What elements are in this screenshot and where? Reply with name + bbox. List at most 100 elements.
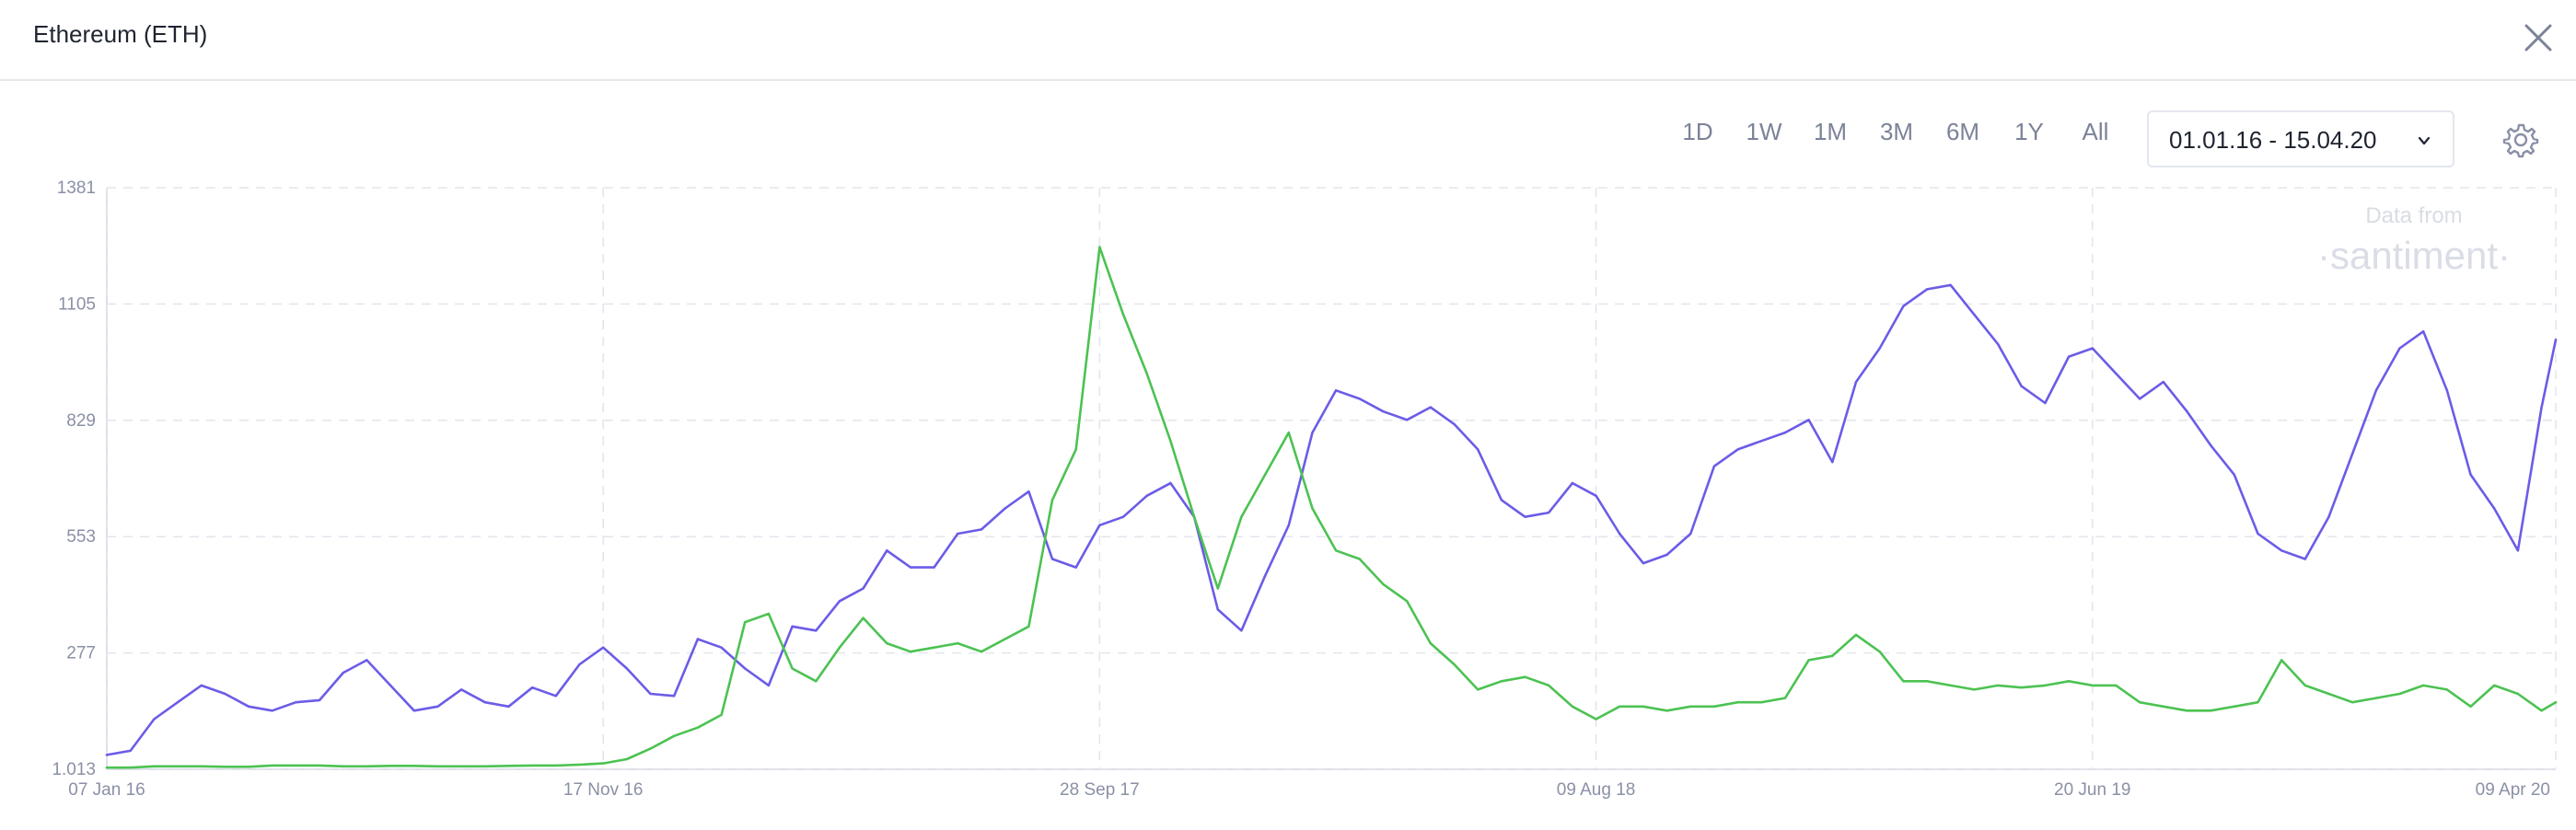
page-title: Ethereum (ETH) xyxy=(33,20,208,48)
data-point xyxy=(2233,705,2235,708)
data-point xyxy=(318,764,321,767)
data-point xyxy=(2067,680,2071,683)
data-point xyxy=(1524,675,1526,678)
data-point xyxy=(318,698,321,702)
range-button-3m[interactable]: 3M xyxy=(1879,118,1914,145)
close-icon[interactable] xyxy=(2523,22,2554,53)
data-point xyxy=(1949,684,1952,687)
data-point xyxy=(1949,283,1952,286)
range-button-all[interactable]: All xyxy=(2082,118,2109,145)
data-point xyxy=(1121,515,1125,518)
range-button-1d[interactable]: 1D xyxy=(1682,118,1713,145)
modal-header: Ethereum (ETH) xyxy=(0,0,2576,81)
range-button-1w[interactable]: 1W xyxy=(1746,118,1782,145)
data-point xyxy=(1263,574,1267,577)
data-point xyxy=(1287,431,1291,434)
data-point xyxy=(2469,473,2472,477)
chart-series xyxy=(105,246,2558,769)
data-point xyxy=(933,646,935,649)
data-point xyxy=(2493,684,2496,687)
data-point xyxy=(744,621,747,624)
data-point xyxy=(1074,448,1077,451)
data-point xyxy=(342,765,344,767)
data-point xyxy=(1169,440,1172,443)
data-point xyxy=(838,646,841,649)
data-point xyxy=(1595,718,1597,720)
data-point xyxy=(1334,389,1338,392)
data-point xyxy=(578,763,581,767)
data-point xyxy=(1996,684,2000,687)
data-point xyxy=(1004,638,1006,640)
data-point xyxy=(2044,684,2047,687)
data-point xyxy=(815,629,818,632)
data-point xyxy=(342,671,344,674)
data-point xyxy=(2516,549,2520,552)
data-point xyxy=(224,766,226,768)
gear-icon[interactable] xyxy=(2502,121,2539,158)
data-point xyxy=(1783,431,1787,434)
data-point xyxy=(1311,431,1314,434)
x-axis-labels: 07 Jan 16 17 Nov 16 28 Sep 17 09 Aug 18 20 J… xyxy=(68,780,2550,800)
data-point xyxy=(389,765,392,767)
data-point xyxy=(980,528,983,531)
data-point xyxy=(1571,481,1574,485)
data-point xyxy=(483,701,486,704)
data-point xyxy=(2303,558,2306,560)
data-point xyxy=(815,680,818,683)
data-point xyxy=(1548,511,1550,514)
data-point xyxy=(1973,688,1976,691)
data-point xyxy=(1524,515,1526,518)
data-point xyxy=(1878,651,1881,653)
data-point xyxy=(1807,659,1810,662)
data-point xyxy=(1004,507,1006,510)
watermark-line1: Data from xyxy=(2365,203,2462,228)
data-point xyxy=(2351,701,2354,704)
data-point xyxy=(1925,680,1929,683)
date-range-select[interactable]: 01.01.16 - 15.04.20 xyxy=(2147,110,2454,167)
range-selector: 1D 1W 1M 3M 6M 1Y All xyxy=(1665,118,2129,146)
data-point xyxy=(1358,558,1362,560)
data-point xyxy=(1145,494,1148,497)
data-point xyxy=(105,754,109,756)
data-point xyxy=(602,762,605,765)
data-point xyxy=(2398,692,2401,696)
data-point xyxy=(720,646,723,649)
data-point xyxy=(1169,481,1172,485)
data-point xyxy=(153,765,156,767)
watermark: Data from ·santiment· xyxy=(2317,203,2511,277)
data-point xyxy=(366,659,368,662)
data-point xyxy=(2209,444,2212,446)
data-point xyxy=(1807,419,1810,421)
data-point xyxy=(1760,701,1763,704)
data-point xyxy=(980,651,983,653)
data-point xyxy=(2020,385,2023,387)
data-point xyxy=(1334,549,1338,552)
data-point xyxy=(1050,499,1054,501)
data-point xyxy=(2186,410,2188,413)
data-point xyxy=(2020,686,2023,689)
data-point xyxy=(2516,692,2520,696)
range-button-6m[interactable]: 6M xyxy=(1945,118,1980,145)
data-point xyxy=(1429,406,1433,409)
y-tick-label: 1381 xyxy=(57,179,96,198)
range-button-1y[interactable]: 1Y xyxy=(2014,118,2044,145)
data-point xyxy=(1712,465,1716,467)
data-point xyxy=(886,549,888,552)
data-point xyxy=(1642,561,1645,565)
data-point xyxy=(1311,507,1314,510)
data-point xyxy=(1382,410,1385,413)
data-point xyxy=(767,612,771,616)
data-point xyxy=(1595,494,1597,497)
x-tick-label: 20 Jun 19 xyxy=(2054,780,2130,800)
data-point xyxy=(673,734,676,737)
data-point xyxy=(2257,532,2259,536)
data-point xyxy=(1098,246,1101,248)
data-point xyxy=(2303,684,2306,687)
data-point xyxy=(791,667,794,670)
range-button-1m[interactable]: 1M xyxy=(1813,118,1848,145)
data-point xyxy=(578,663,581,666)
y-axis-labels: 1.013 277 553 829 1105 1381 xyxy=(52,179,96,779)
data-point xyxy=(1263,473,1267,477)
data-point xyxy=(2257,701,2259,704)
data-point xyxy=(2162,380,2164,384)
